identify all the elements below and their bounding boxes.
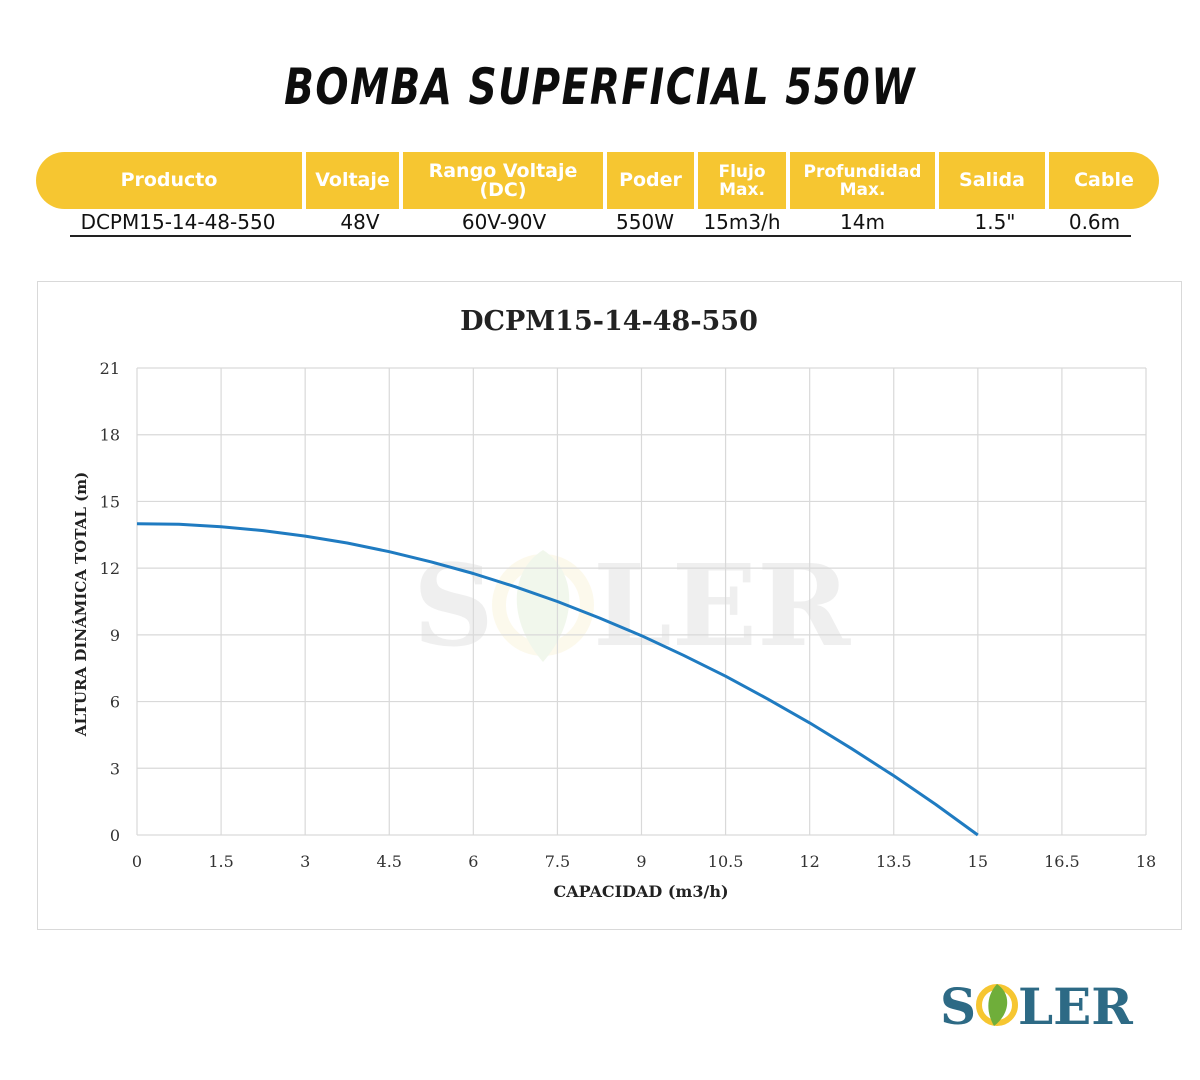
value-profundidad-max: 14m xyxy=(840,210,885,234)
x-tick-label: 3 xyxy=(300,852,310,871)
header-producto: Producto xyxy=(120,169,218,191)
y-axis-label: ALTURA DINÁMICA TOTAL (m) xyxy=(72,472,90,737)
header-separator xyxy=(694,152,698,209)
value-rango-voltaje: 60V-90V xyxy=(461,210,547,234)
value-flujo-max: 15m3/h xyxy=(703,210,781,234)
header-separator xyxy=(603,152,607,209)
chart-panel: S LER 0 3 6 9 12 15 18 21 0 1.5 3 4.5 6 7.5 9 10.5 12 13.… xyxy=(37,281,1182,930)
value-cable: 0.6m xyxy=(1068,210,1121,234)
x-tick-label: 4.5 xyxy=(377,852,402,871)
x-tick-label: 1.5 xyxy=(208,852,233,871)
header-rango-voltaje: Rango Voltaje (DC) xyxy=(428,159,578,201)
header-separator xyxy=(399,152,403,209)
value-producto: DCPM15-14-48-550 xyxy=(80,210,276,234)
y-tick-label: 0 xyxy=(110,826,120,845)
header-separator xyxy=(935,152,939,209)
x-tick-label: 18 xyxy=(1136,852,1156,871)
watermark-o-ring xyxy=(492,554,594,656)
y-tick-label: 18 xyxy=(100,426,120,445)
x-tick-label: 12 xyxy=(799,852,819,871)
x-tick-label: 13.5 xyxy=(876,852,912,871)
x-tick-label: 15 xyxy=(968,852,988,871)
x-tick-label: 10.5 xyxy=(708,852,744,871)
y-tick-label: 9 xyxy=(110,626,120,645)
y-tick-label: 6 xyxy=(110,693,120,712)
svg-text:LER: LER xyxy=(1018,980,1133,1030)
value-voltaje: 48V xyxy=(340,210,380,234)
header-poder: Poder xyxy=(619,169,682,191)
value-poder: 550W xyxy=(616,210,674,234)
watermark-leaf xyxy=(516,550,570,662)
header-separator xyxy=(786,152,790,209)
svg-text:S: S xyxy=(940,980,976,1030)
soler-watermark: S LER xyxy=(413,541,851,672)
pump-curve-chart: S LER 0 3 6 9 12 15 18 21 0 1.5 3 4.5 6 7.5 9 10.5 12 13.… xyxy=(72,306,1156,901)
watermark-text-ler: LER xyxy=(593,541,851,672)
x-axis-label: CAPACIDAD (m3/h) xyxy=(553,882,728,901)
header-flujo-max: Flujo Max. xyxy=(718,161,766,200)
value-salida: 1.5" xyxy=(974,210,1016,234)
chart-title: DCPM15-14-48-550 xyxy=(460,306,758,337)
header-cable: Cable xyxy=(1074,169,1134,191)
header-salida: Salida xyxy=(959,169,1025,191)
spec-table-underline xyxy=(70,235,1131,237)
watermark-text-s: S xyxy=(413,541,494,672)
y-tick-label: 21 xyxy=(100,359,120,378)
y-tick-label: 15 xyxy=(100,492,120,511)
y-tick-label: 3 xyxy=(110,759,120,778)
page-title: BOMBA SUPERFICIAL 550W xyxy=(284,58,916,116)
x-tick-label: 16.5 xyxy=(1044,852,1080,871)
x-tick-label: 7.5 xyxy=(545,852,570,871)
y-tick-label: 12 xyxy=(100,559,120,578)
x-tick-label: 0 xyxy=(132,852,142,871)
header-separator xyxy=(302,152,306,209)
soler-logo: S LER xyxy=(940,980,1133,1030)
x-tick-label: 9 xyxy=(636,852,646,871)
x-tick-label: 6 xyxy=(468,852,478,871)
header-voltaje: Voltaje xyxy=(315,169,390,191)
header-profundidad-max: Profundidad Max. xyxy=(803,161,922,200)
spec-table-header xyxy=(36,152,1159,209)
header-separator xyxy=(1045,152,1049,209)
